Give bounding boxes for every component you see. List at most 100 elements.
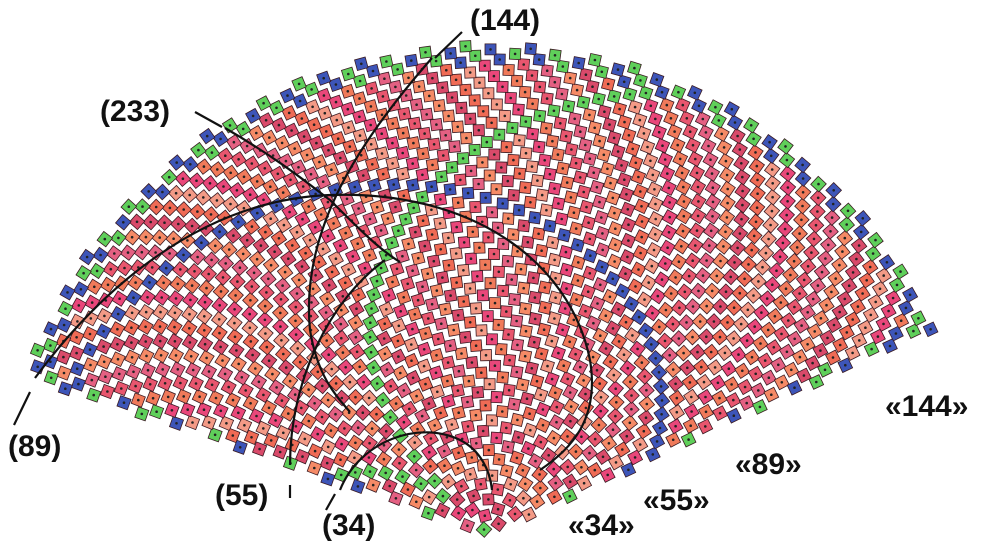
cell-center — [369, 321, 372, 325]
cell-center — [708, 244, 711, 247]
cell-center — [354, 395, 357, 399]
cell-center — [402, 194, 406, 198]
cell-center — [488, 382, 491, 386]
cell-center — [294, 333, 298, 336]
cell-center — [446, 361, 450, 364]
cell-center — [474, 307, 478, 310]
cell-center — [326, 234, 330, 238]
cell-center — [431, 76, 434, 80]
cell-center — [723, 351, 727, 355]
cell-center — [496, 226, 500, 229]
cell-center — [357, 207, 360, 210]
cell-center — [538, 85, 542, 89]
cell-center — [597, 423, 601, 427]
cell-center — [470, 361, 474, 364]
cell-center — [522, 224, 526, 228]
cell-center — [355, 350, 359, 354]
cell-center — [608, 295, 612, 299]
cell-center — [88, 348, 92, 351]
cell-center — [682, 200, 686, 203]
cell-center — [283, 270, 287, 274]
cell-center — [442, 154, 445, 157]
cell-center — [527, 447, 530, 450]
cell-center — [678, 157, 682, 161]
cell-center — [506, 259, 510, 263]
cell-center — [262, 198, 265, 202]
cell-center — [587, 221, 590, 224]
cell-center — [566, 435, 569, 438]
cell-center — [533, 317, 537, 321]
cell-center — [464, 88, 467, 92]
cell-center — [493, 301, 497, 305]
cell-center — [740, 217, 743, 221]
cell-center — [715, 274, 719, 278]
cell-center — [654, 357, 657, 360]
cell-center — [895, 283, 899, 287]
cell-center — [576, 243, 579, 247]
cell-center — [313, 356, 316, 360]
cell-center — [339, 458, 342, 462]
cell-center — [421, 173, 424, 177]
cell-center — [238, 446, 242, 449]
cell-center — [164, 266, 168, 270]
cell-center — [814, 223, 818, 227]
cell-center — [441, 276, 444, 279]
cell-center — [305, 153, 309, 157]
cell-center — [322, 76, 326, 80]
cell-center — [470, 456, 474, 459]
cell-center — [780, 381, 784, 384]
cell-center — [250, 225, 254, 228]
cell-center — [600, 265, 604, 269]
cell-center — [617, 340, 621, 343]
cell-center — [548, 172, 552, 176]
cell-center — [695, 229, 699, 232]
cell-center — [384, 471, 388, 475]
cell-center — [691, 305, 695, 308]
cell-center — [769, 154, 773, 158]
cell-center — [644, 329, 648, 332]
cell-center — [413, 122, 417, 125]
cell-center — [90, 301, 94, 304]
cell-center — [482, 110, 485, 113]
cell-center — [685, 117, 689, 120]
cell-center — [324, 311, 328, 314]
cell-center — [179, 381, 182, 385]
cell-center — [631, 334, 634, 337]
cell-center — [763, 359, 767, 362]
parastichy-55 — [288, 259, 386, 466]
cell-center — [562, 364, 565, 368]
cell-center — [864, 326, 867, 330]
cell-center — [456, 467, 460, 470]
cell-center — [887, 309, 890, 313]
cell-center — [704, 410, 708, 414]
cell-center — [263, 318, 267, 322]
cell-center — [370, 427, 374, 430]
cell-center — [572, 211, 576, 214]
cell-center — [225, 422, 228, 425]
cell-center — [308, 238, 312, 242]
cell-center — [36, 365, 39, 369]
cell-center — [490, 338, 494, 341]
cell-center — [838, 343, 842, 347]
cell-center — [414, 230, 417, 234]
cell-center — [560, 217, 563, 221]
cell-center — [569, 405, 573, 408]
cell-center — [301, 217, 304, 221]
cell-center — [826, 336, 829, 340]
cell-center — [186, 239, 189, 242]
cell-center — [203, 300, 207, 304]
cell-center — [456, 201, 460, 204]
cell-center — [182, 208, 185, 211]
cell-center — [344, 281, 347, 285]
cell-center — [722, 146, 726, 149]
cell-center — [478, 246, 481, 249]
cell-center — [696, 350, 699, 354]
cell-center — [599, 334, 602, 338]
cell-center — [487, 92, 490, 95]
cell-center — [697, 104, 701, 108]
cell-center — [899, 270, 902, 273]
cell-center — [522, 63, 525, 66]
cell-center — [636, 347, 639, 351]
cell-center — [689, 424, 692, 428]
cell-center — [646, 145, 649, 149]
